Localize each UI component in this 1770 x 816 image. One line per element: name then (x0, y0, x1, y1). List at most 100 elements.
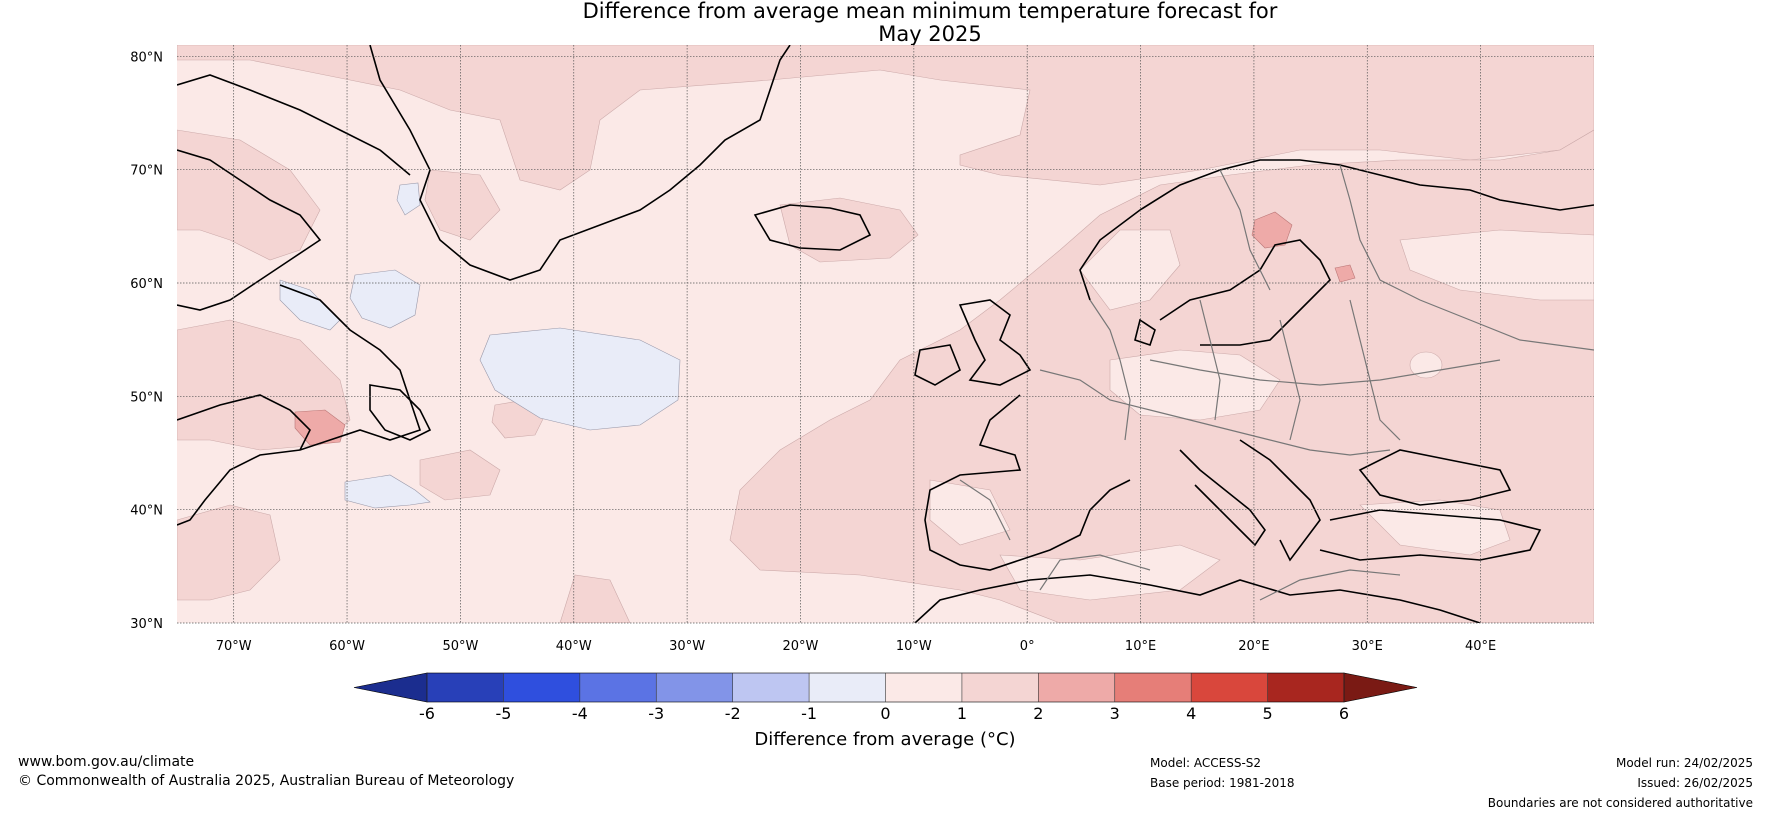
lat-tick-label: 40°N (130, 504, 163, 519)
coastline-baltic (1159, 239, 1331, 346)
lon-tick-label: 20°E (1238, 639, 1269, 654)
longitude-ticks: 70°W 60°W 50°W 40°W 30°W 20°W 10°W 0° 10°E 20°E 30… (216, 639, 1497, 654)
lon-tick-label: 30°W (669, 639, 705, 654)
lon-tick-label: 20°W (783, 639, 819, 654)
lon-tick-label: 10°W (896, 639, 932, 654)
lon-tick-label: 30°E (1352, 639, 1383, 654)
anomaly-region-black-sea-light (1359, 499, 1511, 556)
border-2 (1089, 299, 1131, 441)
coastline-baffin (177, 149, 322, 311)
colorbar-segment (427, 673, 504, 702)
latitude-ticks: 80°N 70°N 60°N 50°N 40°N 30°N (130, 50, 163, 632)
colorbar-segment (1114, 673, 1192, 702)
colorbar-segment (732, 673, 810, 702)
footer-model: Model: ACCESS-S2 (1150, 756, 1262, 770)
footer-copyright: © Commonwealth of Australia 2025, Austra… (18, 773, 515, 789)
colorbar-segment (1267, 673, 1344, 702)
cool-region-southwest-atlantic (344, 474, 431, 509)
anomaly-region-mediterranean-light (999, 544, 1221, 601)
title-line-2: May 2025 (878, 22, 982, 46)
coastline-gulf-st-lawrence (177, 394, 311, 451)
lat-tick-label: 70°N (130, 164, 163, 179)
lon-tick-label: 0° (1020, 639, 1035, 654)
border-11 (1259, 569, 1401, 601)
colorbar-tick-label: -2 (725, 704, 741, 723)
coastline-newfoundland (369, 384, 432, 441)
warm-region-scandinavia (1251, 211, 1293, 249)
cool-region-labrador-sea (349, 269, 421, 329)
anomaly-region-sargasso (177, 504, 281, 601)
coastline-labrador (177, 284, 422, 526)
coastline-iberia-france (924, 394, 1131, 571)
lat-tick-label: 30°N (130, 617, 163, 632)
colorbar-tick-label: 1 (957, 704, 967, 723)
border-6 (1149, 359, 1501, 386)
anomaly-region-iberia-light (929, 479, 1011, 546)
coastline-turkey (1319, 509, 1542, 561)
anomaly-region-arctic (177, 45, 1594, 191)
temperature-anomaly-field (177, 45, 1594, 623)
border-5 (1349, 299, 1401, 441)
anomaly-region-central-europe-light (1109, 349, 1281, 421)
border-10 (1039, 554, 1151, 591)
coastline-greenland-nw (177, 74, 411, 176)
coastline-black-sea (1358, 449, 1512, 506)
colorbar-tick-label: -5 (495, 704, 511, 723)
colorbar-tick-label: -3 (648, 704, 664, 723)
border-1 (1039, 369, 1391, 456)
graticule (177, 45, 1594, 624)
colorbar-tick-label: 4 (1186, 704, 1196, 723)
cool-region-hudson (279, 279, 341, 331)
coastline-denmark (1134, 318, 1156, 347)
colorbar-segment (656, 673, 733, 702)
border-7 (1219, 169, 1271, 291)
colorbar-tick-label: 2 (1033, 704, 1043, 723)
lon-tick-label: 70°W (216, 639, 252, 654)
coastline-italy (1179, 449, 1266, 547)
coastline-ireland (914, 344, 961, 386)
anomaly-region-greenland-south (424, 169, 501, 241)
colorbar-segment (961, 673, 1039, 702)
chart-title: Difference from average mean minimum tem… (0, 0, 1770, 46)
colorbar-tick-label: 3 (1110, 704, 1120, 723)
footer-base-period: Base period: 1981-2018 (1150, 776, 1295, 790)
colorbar-tick-label: 6 (1339, 704, 1349, 723)
lon-tick-label: 40°E (1465, 639, 1496, 654)
lat-tick-label: 60°N (130, 277, 163, 292)
colorbar-label: Difference from average (°C) (754, 729, 1016, 750)
colorbar-segment (1038, 673, 1115, 702)
colorbar-tick-label: -1 (801, 704, 817, 723)
colorbar-segment (579, 673, 657, 702)
footer-model-run: Model run: 24/02/2025 (1615, 756, 1753, 770)
colorbar-segment (885, 673, 962, 702)
footer-url: www.bom.gov.au/climate (18, 754, 195, 770)
coastline-iceland (753, 204, 872, 251)
colorbar: -6 -5 -4 -3 -2 -1 0 1 2 3 4 5 6 (353, 672, 1418, 723)
footer-issued: Issued: 26/02/2025 (1637, 776, 1753, 790)
coastline-norway (1079, 159, 1594, 301)
colorbar-tick-label: -6 (419, 704, 435, 723)
warm-region-finland-small (1334, 264, 1356, 283)
lon-tick-label: 10°E (1125, 639, 1156, 654)
lon-tick-label: 60°W (329, 639, 365, 654)
lon-tick-label: 50°W (442, 639, 478, 654)
colorbar-extend-low (353, 672, 428, 703)
coastline-british-isles (958, 299, 1032, 386)
title-line-1: Difference from average mean minimum tem… (582, 0, 1278, 23)
border-8 (1339, 164, 1594, 351)
lat-tick-label: 50°N (130, 390, 163, 405)
cool-region-greenland-west (396, 182, 421, 216)
anomaly-region-south-atlantic (559, 574, 631, 623)
colorbar-segment (1191, 673, 1268, 702)
lat-tick-label: 80°N (130, 50, 163, 65)
colorbar-extend-high (1343, 672, 1418, 703)
colorbar-segment (809, 673, 886, 702)
colorbar-tick-label: -4 (572, 704, 588, 723)
anomaly-region-iceland (779, 197, 919, 263)
anomaly-region-west-atlantic-small (419, 449, 501, 501)
colorbar-tick-label: 5 (1262, 704, 1272, 723)
border-4 (1279, 319, 1301, 441)
anomaly-region-north-sea-light (1079, 229, 1181, 311)
footer-disclaimer: Boundaries are not considered authoritat… (1487, 796, 1753, 810)
